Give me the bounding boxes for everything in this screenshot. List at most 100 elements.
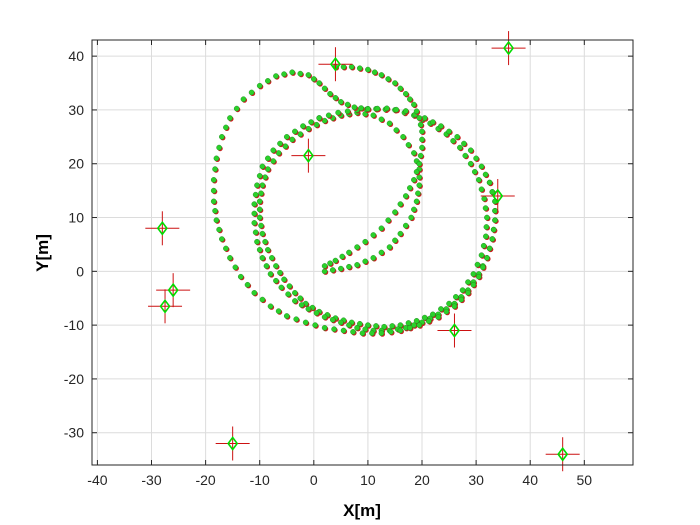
- estimate-point: [370, 255, 377, 261]
- estimate-point: [416, 160, 423, 167]
- estimate-point: [388, 329, 394, 335]
- estimate-point: [417, 121, 424, 128]
- estimate-point: [467, 147, 474, 154]
- estimate-point: [332, 95, 339, 101]
- estimate-point: [484, 255, 490, 261]
- estimate-point: [305, 72, 312, 78]
- estimate-point: [411, 101, 417, 108]
- estimate-point: [338, 319, 344, 326]
- estimate-point: [350, 329, 356, 335]
- estimate-point: [400, 134, 406, 140]
- estimate-point: [489, 236, 496, 242]
- estimate-point: [474, 261, 481, 268]
- estimate-point: [465, 290, 471, 296]
- estimate-point: [327, 90, 333, 97]
- estimate-point: [392, 237, 398, 244]
- landmark-markers: [145, 31, 580, 472]
- estimate-point: [397, 327, 404, 334]
- x-tick-label: 10: [360, 472, 376, 488]
- estimate-point: [419, 144, 425, 151]
- estimate-point: [421, 314, 428, 321]
- estimate-point: [329, 267, 336, 273]
- estimate-point: [256, 247, 263, 253]
- landmark-marker: [503, 40, 515, 56]
- estimate-point: [354, 244, 360, 250]
- axis-ticks: -40 -30 -20 -10 0 10 20 30 40 50 -30 -20 -10 0 10 20 30 4…: [64, 40, 633, 488]
- estimate-point: [269, 255, 275, 261]
- estimate-point: [450, 138, 456, 144]
- landmark-marker: [302, 148, 314, 163]
- estimate-point: [292, 298, 298, 304]
- x-tick-label: 20: [414, 472, 430, 488]
- estimate-point: [344, 101, 351, 108]
- estimate-point: [340, 327, 347, 334]
- estimate-point: [210, 187, 217, 194]
- estimate-point: [351, 104, 358, 111]
- y-tick-label: 0: [76, 263, 84, 279]
- estimate-point: [492, 217, 498, 224]
- estimate-point: [393, 127, 400, 133]
- estimate-point: [338, 265, 344, 272]
- estimate-point: [470, 271, 477, 277]
- estimate-point: [378, 116, 385, 123]
- estimate-point: [251, 201, 258, 207]
- estimate-point: [312, 322, 318, 328]
- estimate-point: [407, 185, 413, 191]
- estimate-point: [385, 76, 391, 82]
- estimate-point: [256, 82, 263, 89]
- landmark-marker: [557, 446, 569, 462]
- estimate-point: [486, 179, 493, 186]
- estimate-point: [237, 273, 244, 280]
- estimate-point: [321, 325, 328, 331]
- estimate-point: [277, 269, 283, 276]
- estimate-point: [325, 112, 332, 119]
- estimate-point: [292, 128, 298, 135]
- estimate-point: [421, 115, 428, 121]
- y-tick-label: -20: [64, 371, 84, 387]
- estimate-point: [251, 220, 258, 226]
- estimate-point: [446, 300, 452, 307]
- estimate-point: [381, 323, 387, 330]
- estimate-point: [370, 232, 377, 238]
- estimate-point: [482, 205, 489, 211]
- estimate-point: [223, 245, 229, 252]
- estimate-point: [273, 73, 279, 79]
- estimate-point: [321, 85, 328, 92]
- y-tick-label: 10: [68, 210, 84, 226]
- estimate-point: [321, 268, 328, 275]
- estimate-point: [476, 273, 482, 280]
- x-tick-label: 30: [468, 472, 484, 488]
- estimate-point: [254, 182, 260, 189]
- y-tick-label: 30: [68, 102, 84, 118]
- estimate-point: [425, 318, 432, 324]
- estimate-point: [227, 255, 233, 261]
- estimate-point: [378, 72, 385, 78]
- estimate-point: [277, 140, 283, 147]
- trajectory-points: [210, 64, 499, 337]
- estimate-point: [405, 142, 412, 148]
- estimate-point: [415, 190, 421, 197]
- x-tick-label: -10: [250, 472, 270, 488]
- estimate-point: [346, 322, 352, 328]
- estimate-point: [339, 253, 346, 260]
- estimate-point: [413, 169, 420, 175]
- x-axis-label: X[m]: [343, 501, 381, 520]
- estimate-point: [273, 263, 279, 269]
- estimate-point: [435, 314, 442, 320]
- y-tick-label: -30: [64, 425, 84, 441]
- estimate-point: [335, 109, 341, 116]
- estimate-point: [316, 115, 323, 121]
- estimate-point: [356, 65, 363, 72]
- estimate-point: [297, 70, 304, 77]
- estimate-point: [233, 105, 240, 112]
- estimate-point: [267, 303, 274, 310]
- landmark-marker: [492, 188, 504, 204]
- estimate-point: [386, 120, 393, 127]
- estimate-point: [213, 155, 220, 162]
- plot-area-background: [92, 40, 633, 465]
- estimate-point: [365, 106, 371, 112]
- estimate-point: [293, 316, 300, 323]
- estimate-point: [454, 134, 460, 140]
- estimate-point: [265, 155, 271, 162]
